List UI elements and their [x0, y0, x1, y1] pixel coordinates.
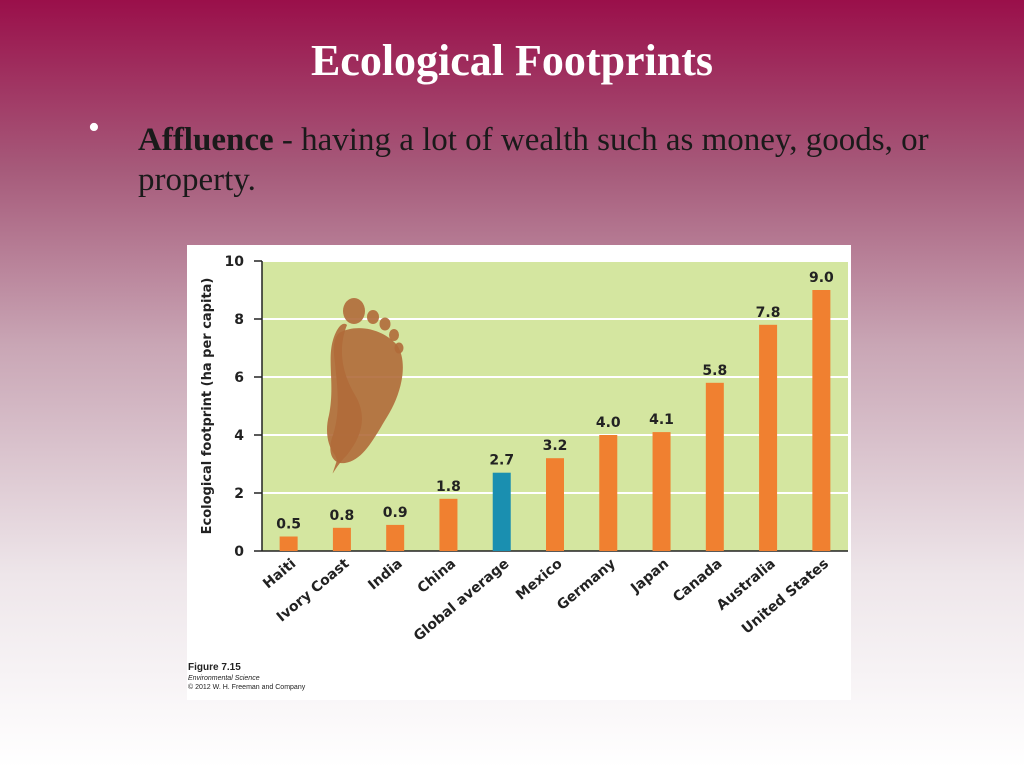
bar-value-label: 0.8 — [330, 508, 355, 524]
bar-value-label: 2.7 — [489, 453, 514, 469]
y-tick-label: 6 — [234, 370, 244, 386]
bar-haiti — [279, 536, 298, 551]
y-axis-label: Ecological footprint (ha per capita) — [200, 278, 215, 535]
x-tick-label: Japan — [627, 556, 672, 597]
x-tick-label: Germany — [554, 556, 619, 614]
x-tick-label: Mexico — [513, 556, 566, 604]
y-tick-label: 0 — [234, 544, 244, 560]
bullet-definition: - having a lot of wealth such as money, … — [138, 122, 929, 198]
y-tick-label: 4 — [234, 428, 244, 444]
bar-mexico — [546, 458, 564, 551]
bar-india — [386, 524, 405, 551]
bar-global-average — [492, 472, 511, 551]
bar-china — [439, 498, 458, 551]
bar-germany — [599, 435, 618, 551]
chart-figure: 0 2 4 6 8 10 Ecological footprint (ha per capi… — [187, 245, 851, 700]
bar-canada — [705, 382, 724, 551]
bullet-term: Affluence — [138, 122, 274, 158]
bar-japan — [652, 432, 671, 551]
y-tick-label: 10 — [225, 254, 245, 270]
bar-united-states — [812, 290, 831, 551]
figure-source: Environmental Science — [188, 675, 260, 682]
footprint-icon — [327, 298, 404, 474]
bar-value-label: 0.5 — [276, 517, 301, 533]
x-tick-label: China — [415, 556, 459, 597]
x-tick-label: Global average — [411, 556, 512, 645]
bar-value-label: 4.1 — [649, 412, 674, 428]
figure-number: Figure 7.15 — [188, 662, 241, 673]
bar-value-label: 0.9 — [383, 505, 408, 521]
bullet-text: Affluence - having a lot of wealth such … — [138, 120, 988, 200]
bar-value-label: 5.8 — [702, 363, 727, 379]
bar-value-label: 4.0 — [596, 415, 621, 431]
bar-value-label: 9.0 — [809, 270, 834, 286]
slide-title: Ecological Footprints — [310, 36, 714, 85]
figure-caption: Figure 7.15 Environmental Science © 2012… — [188, 662, 305, 692]
bar-value-label: 1.8 — [436, 479, 461, 495]
y-tick-label: 2 — [234, 486, 244, 502]
figure-copyright: © 2012 W. H. Freeman and Company — [188, 684, 306, 691]
x-tick-label: India — [365, 556, 406, 594]
bar-chart: 0 2 4 6 8 10 Ecological footprint (ha per capi… — [200, 254, 848, 645]
x-tick-label: Haiti — [260, 556, 299, 592]
bar-value-label: 7.8 — [756, 305, 781, 321]
bar-australia — [759, 324, 778, 551]
bar-ivory-coast — [332, 527, 351, 551]
y-tick-label: 8 — [234, 312, 244, 328]
bullet-icon: • — [88, 109, 100, 146]
bar-value-label: 3.2 — [543, 438, 568, 454]
